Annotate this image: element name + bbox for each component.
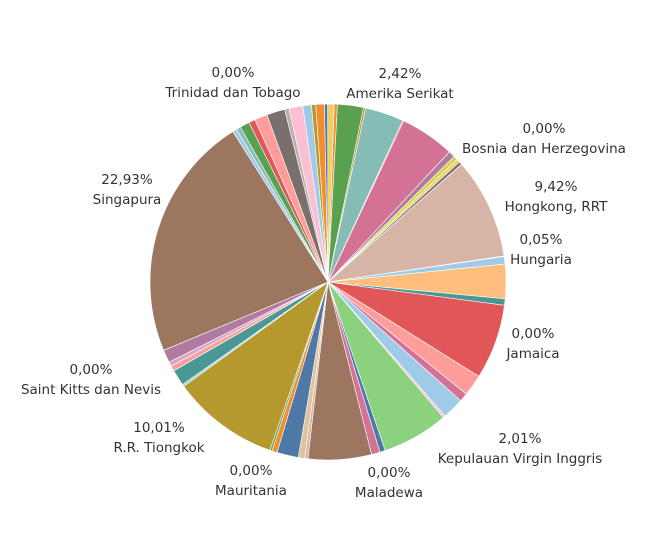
name-label-mauritania: Mauritania [215,483,287,499]
pct-label-hungaria: 0,05% [520,232,563,248]
pct-label-amerika-serikat: 2,42% [379,66,422,82]
name-label-hungaria: Hungaria [510,252,572,268]
pie-slice-singapura[interactable] [149,131,329,351]
name-label-bosnia-dan-herzegovina: Bosnia dan Herzegovina [462,141,626,157]
pct-label-singapura: 22,93% [101,172,153,188]
name-label-singapura: Singapura [93,192,162,208]
pct-label-mauritania: 0,00% [230,463,273,479]
pct-label-maladewa: 0,00% [368,465,411,481]
pct-label-kepulauan-virgin-inggris: 2,01% [499,431,542,447]
name-label-maladewa: Maladewa [355,485,423,501]
name-label-kepulauan-virgin-inggris: Kepulauan Virgin Inggris [438,451,603,467]
name-label-hongkong-rrt: Hongkong, RRT [505,199,609,215]
pct-label-bosnia-dan-herzegovina: 0,00% [523,121,566,137]
name-label-jamaica: Jamaica [505,346,559,362]
pie-slice-hongkong-rrt[interactable] [327,163,505,283]
pct-label-saint-kitts-dan-nevis: 0,00% [70,362,113,378]
pct-label-jamaica: 0,00% [512,326,555,342]
pie-slice-54[interactable] [327,103,335,283]
pie-labels: 2,42% Amerika Serikat 0,00% Bosnia dan Herz… [21,65,626,501]
pct-label-hongkong-rrt: 9,42% [535,179,578,195]
pct-label-trinidad-dan-tobago: 0,00% [212,65,255,81]
name-label-trinidad-dan-tobago: Trinidad dan Tobago [164,85,300,101]
pie-slice-r-r-tiongkok[interactable] [183,281,329,451]
name-label-amerika-serikat: Amerika Serikat [346,86,453,102]
name-label-saint-kitts-dan-nevis: Saint Kitts dan Nevis [21,382,161,398]
name-label-r-r-tiongkok: R.R. Tiongkok [113,440,204,456]
pie-slices [149,103,507,461]
pct-label-r-r-tiongkok: 10,01% [133,420,185,436]
